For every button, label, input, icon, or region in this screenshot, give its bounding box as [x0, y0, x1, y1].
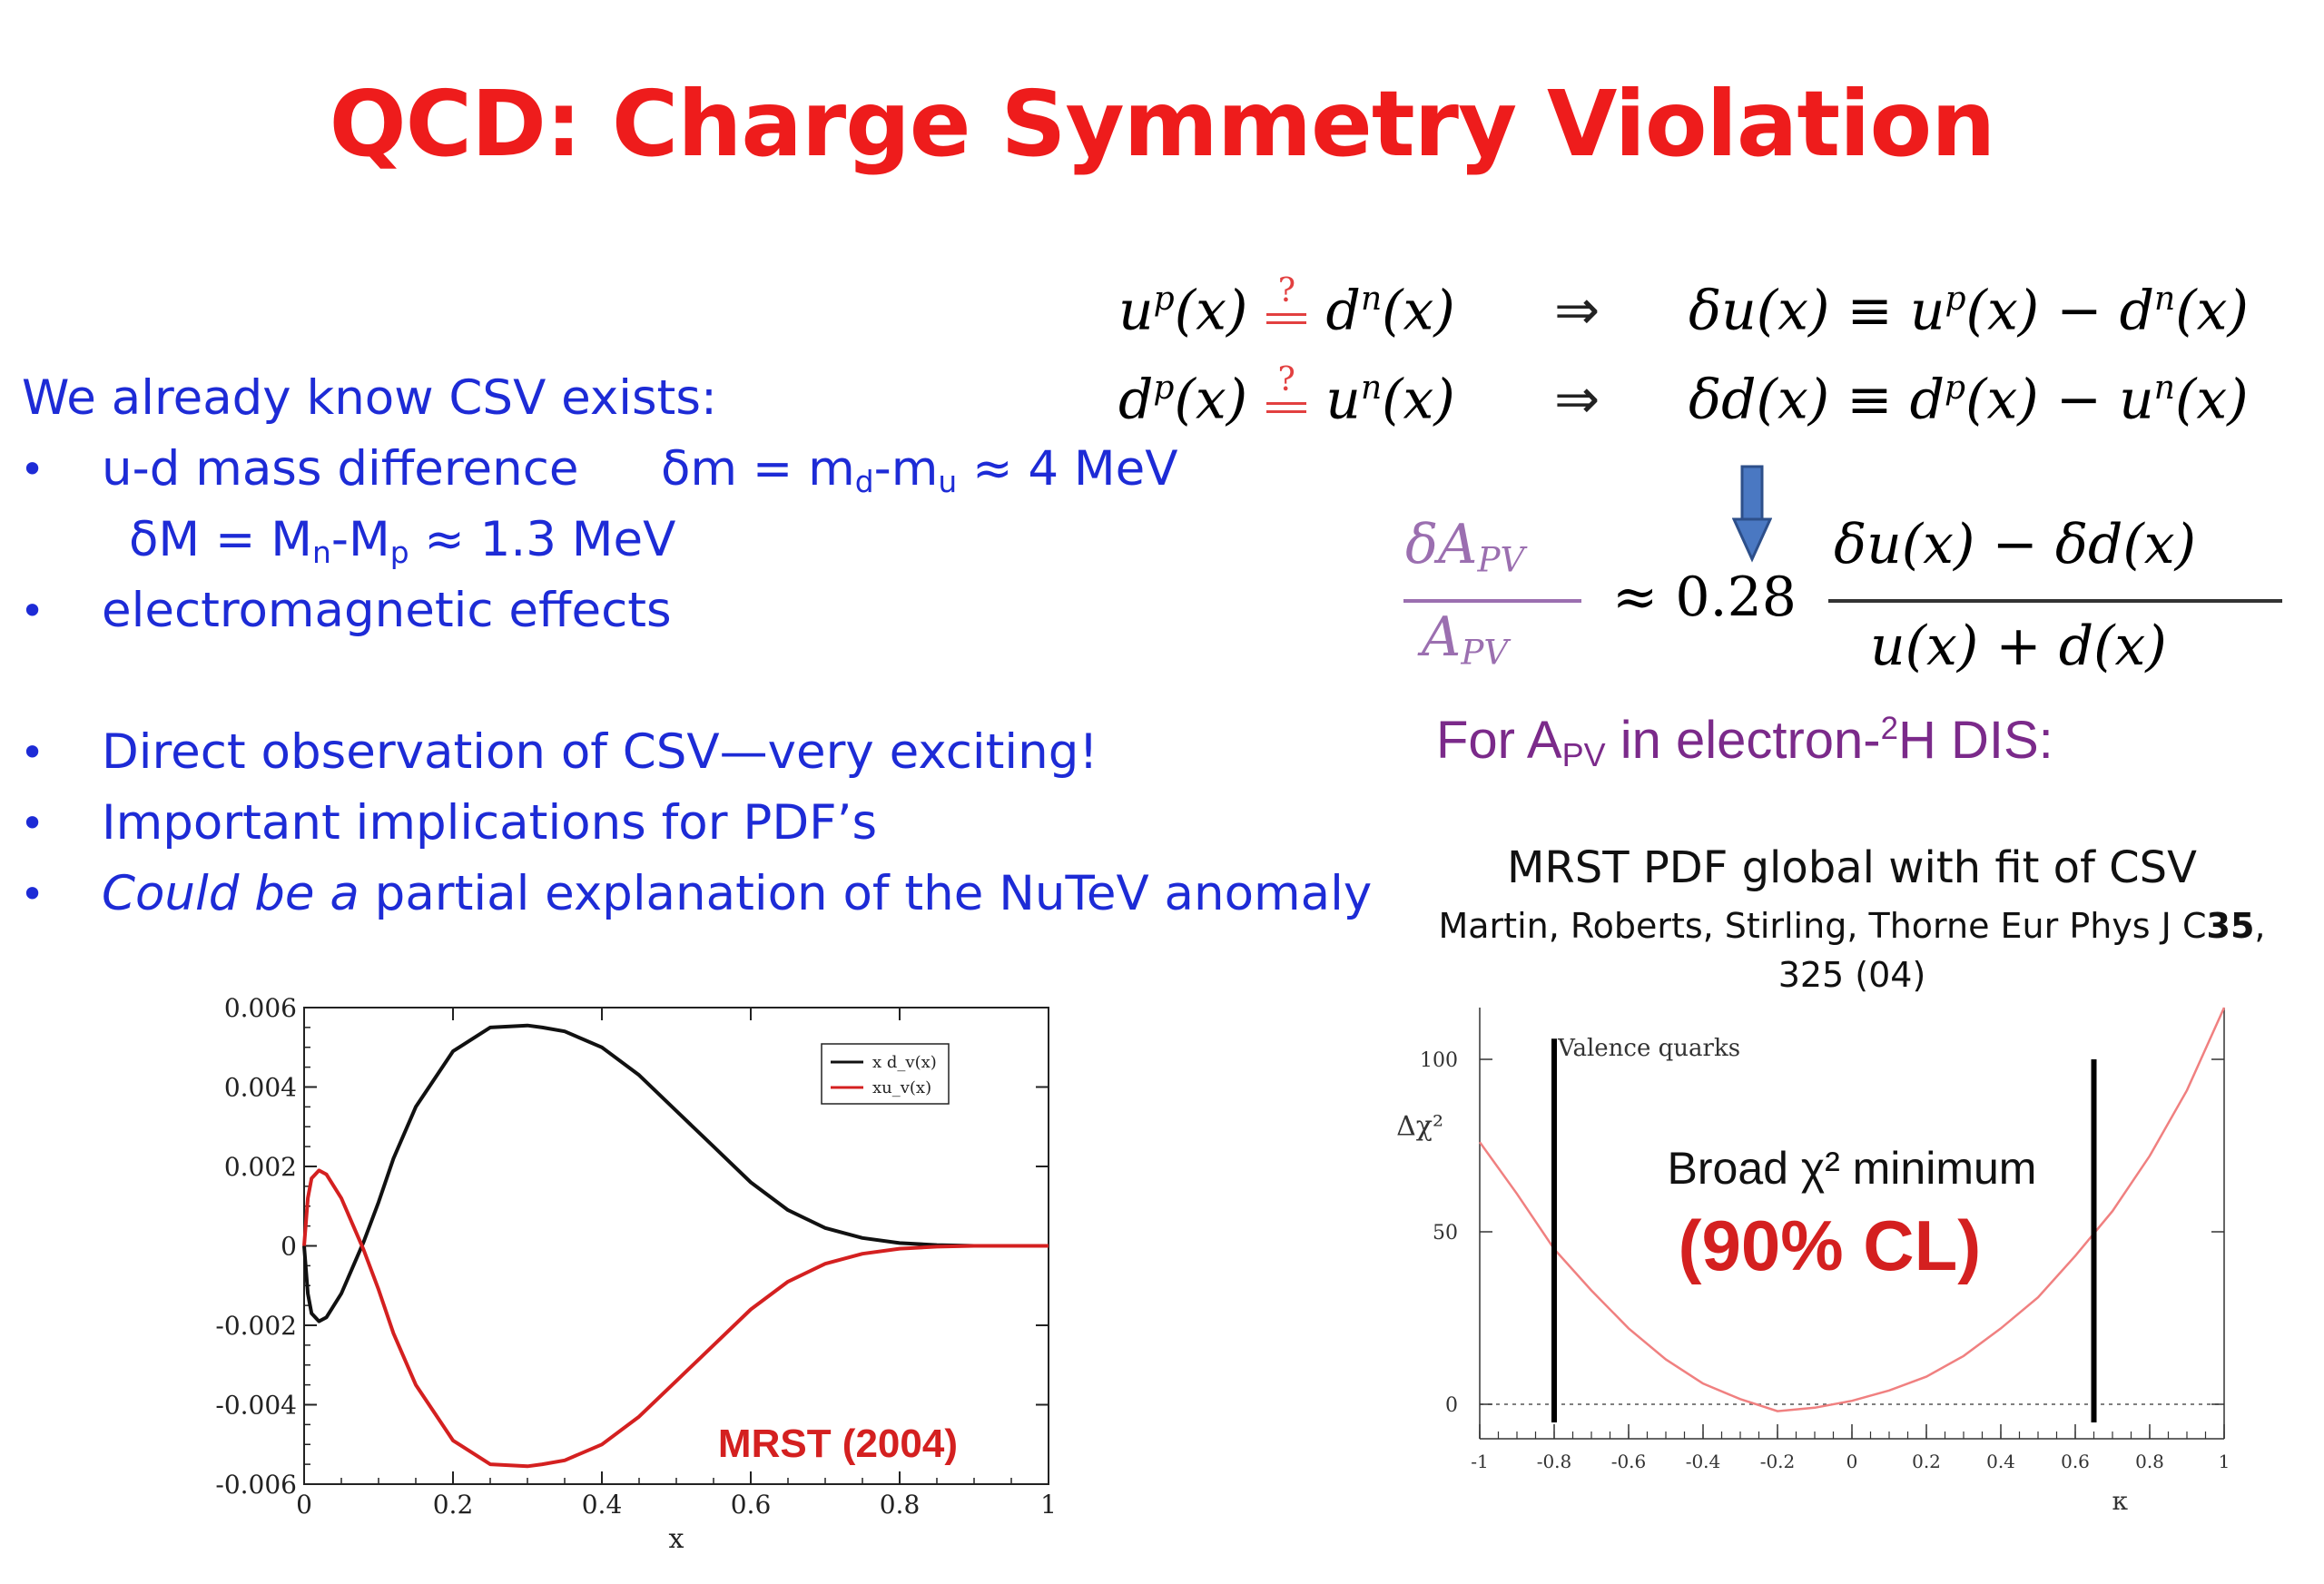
implies-arrow-icon: ⇒ — [1554, 368, 1600, 431]
dm-equation: δm = md-mu ≈ 4 MeV — [661, 441, 1178, 500]
x-tick-label: -1 — [1471, 1451, 1488, 1472]
y-tick-label: 0.004 — [224, 1073, 297, 1103]
for-apv-caption: For APV in electron-2H DIS: — [1436, 711, 2053, 773]
rhs-denominator: u(x) + d(x) — [1870, 615, 2167, 678]
x-tick-label: 0 — [1846, 1451, 1858, 1472]
series-line-xuv — [302, 1168, 1049, 1469]
implies-arrow-icon: ⇒ — [1554, 279, 1600, 342]
legend-label: xu_v(x) — [872, 1078, 931, 1097]
down-arrow-icon — [1732, 465, 1772, 563]
x-tick-label: 0.2 — [433, 1490, 474, 1520]
slide-title: QCD: Charge Symmetry Violation — [329, 71, 1996, 177]
x-tick-label: -0.4 — [1686, 1451, 1721, 1472]
x-tick-label: -0.2 — [1760, 1451, 1796, 1472]
y-axis-label: Δχ² — [1396, 1111, 1443, 1143]
equation-row-1-lhs: up(x) ? dn(x) — [1118, 271, 1455, 343]
bullet-dot: • — [20, 728, 45, 777]
question-equals-icon: ? — [1265, 363, 1308, 418]
legend-label: x d_v(x) — [872, 1053, 937, 1072]
y-tick-label: 50 — [1433, 1222, 1458, 1245]
y-tick-label: -0.002 — [215, 1311, 297, 1341]
bullet-implications: Important implications for PDF’s — [102, 795, 878, 851]
x-tick-label: 0.8 — [2135, 1451, 2164, 1472]
y-tick-label: -0.006 — [215, 1470, 297, 1500]
apv-fraction-numerator: δAPV — [1405, 513, 1525, 580]
approx-coefficient: ≈ 0.28 — [1612, 566, 1797, 629]
series-line-xdv — [302, 1023, 1049, 1323]
bullet-dot: • — [20, 586, 45, 635]
x-tick-label: 0.6 — [2061, 1451, 2090, 1472]
bullet-mass-diff: u-d mass difference — [102, 441, 579, 497]
chi-square-chart: 100 50 0 Δχ² -1 -0.8 -0.6 -0.4 -0.2 0 0.2 0.4 0.6 0.8… — [1396, 1007, 2230, 1516]
y-tick-label: 0.002 — [224, 1152, 297, 1182]
y-tick-label: 0 — [281, 1232, 297, 1262]
mrst-2004-annotation: MRST (2004) — [718, 1422, 958, 1466]
x-tick-label: 0 — [296, 1490, 312, 1520]
y-tick-label: -0.004 — [215, 1391, 297, 1421]
bullet-direct-observation: Direct observation of CSV—very exciting! — [102, 724, 1098, 780]
bullet-dot: • — [20, 799, 45, 848]
bullet-dot: • — [20, 445, 45, 494]
x-tick-label: 0.4 — [1986, 1451, 2015, 1472]
x-tick-label: 0.4 — [582, 1490, 623, 1520]
bullet-em-effects: electromagnetic effects — [102, 583, 672, 638]
intro-text: We already know CSV exists: — [22, 370, 717, 426]
mrst-fit-citation: Martin, Roberts, Stirling, Thorne Eur Ph… — [1438, 906, 2266, 946]
equation-row-1-def: δu(x) ≡ up(x) − dn(x) — [1689, 279, 2249, 343]
equation-row-2-lhs: dp(x) ? un(x) — [1118, 360, 1455, 432]
x-tick-label: -0.6 — [1611, 1451, 1647, 1472]
rhs-numerator: δu(x) − δd(x) — [1834, 513, 2197, 576]
x-tick-label: 0.2 — [1912, 1451, 1941, 1472]
x-tick-label: -0.8 — [1537, 1451, 1572, 1472]
valence-quarks-label: Valence quarks — [1557, 1035, 1740, 1062]
chi-square-curve — [1478, 1007, 2226, 1412]
cl-label: (90% CL) — [1679, 1205, 1982, 1285]
mrst-fit-title: MRST PDF global with fit of CSV — [1507, 842, 2197, 893]
legend-box — [821, 1043, 950, 1105]
question-equals-icon: ? — [1265, 274, 1308, 330]
x-tick-label: 0.8 — [880, 1490, 921, 1520]
bullet-dot: • — [20, 870, 45, 919]
y-tick-label: 100 — [1420, 1049, 1458, 1072]
broad-minimum-label: Broad χ² minimum — [1668, 1143, 2037, 1194]
apv-fraction-denominator: APV — [1422, 605, 1509, 673]
y-tick-label: 0.006 — [224, 993, 297, 1023]
dM-equation: δM = Mn-Mp ≈ 1.3 MeV — [129, 512, 676, 571]
x-axis-label: κ — [2112, 1486, 2128, 1516]
equation-row-2-def: δd(x) ≡ dp(x) − un(x) — [1689, 368, 2249, 432]
x-axis-label: x — [669, 1523, 684, 1555]
x-tick-label: 1 — [1040, 1490, 1057, 1520]
mrst-fit-citation-pages: 325 (04) — [1777, 955, 1926, 995]
x-tick-label: 0.6 — [731, 1490, 772, 1520]
x-tick-label: 1 — [2219, 1451, 2230, 1472]
y-tick-label: 0 — [1445, 1394, 1458, 1417]
bullet-nutev: Could be a partial explanation of the Nu… — [102, 866, 1373, 921]
